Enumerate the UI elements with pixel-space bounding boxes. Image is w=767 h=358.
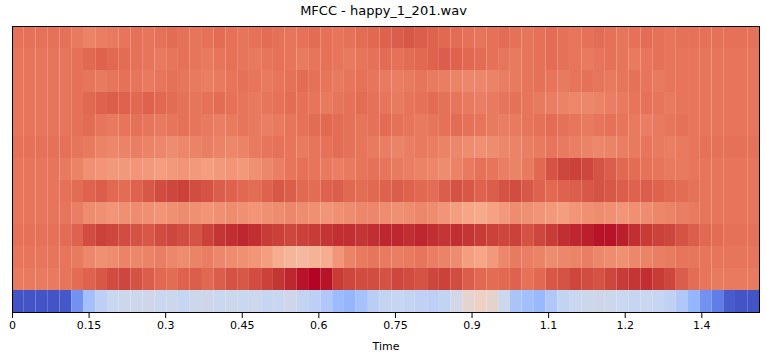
- svg-text:0.45: 0.45: [230, 319, 255, 332]
- svg-text:0.75: 0.75: [383, 319, 408, 332]
- svg-text:Time: Time: [372, 340, 400, 353]
- svg-text:1.1: 1.1: [540, 319, 558, 332]
- svg-text:0.9: 0.9: [463, 319, 481, 332]
- svg-text:0.6: 0.6: [310, 319, 328, 332]
- html-text:MFCC - happy_1_201.wav: MFCC - happy_1_201.wav: [300, 3, 467, 18]
- svg-text:0.3: 0.3: [157, 319, 175, 332]
- svg-text:0: 0: [9, 319, 16, 332]
- svg-text:0.15: 0.15: [77, 319, 102, 332]
- svg-text:1.2: 1.2: [616, 319, 634, 332]
- svg-text:1.4: 1.4: [693, 319, 711, 332]
